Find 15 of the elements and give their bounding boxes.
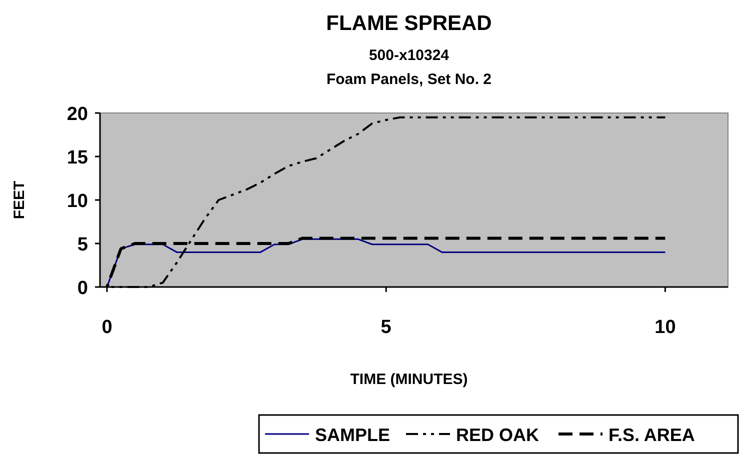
chart-title: FLAME SPREAD bbox=[326, 12, 492, 35]
y-tick-label: 15 bbox=[66, 148, 88, 168]
y-tick-label: 20 bbox=[66, 104, 88, 125]
legend-label: RED OAK bbox=[456, 425, 540, 445]
x-tick-label: 10 bbox=[654, 317, 676, 338]
y-tick-label: 10 bbox=[66, 191, 88, 212]
legend-label: F.S. AREA bbox=[608, 425, 695, 445]
y-tick-label: 5 bbox=[77, 234, 88, 256]
x-axis-title: TIME (MINUTES) bbox=[350, 371, 468, 388]
x-tick-label: 0 bbox=[102, 317, 112, 338]
x-tick-label: 5 bbox=[380, 317, 392, 338]
legend-label: SAMPLE bbox=[315, 425, 390, 445]
chart-subtitle: 500-x10324 Foam Panels, Set No. 2 bbox=[326, 47, 492, 88]
y-axis-title: FEET bbox=[11, 180, 28, 220]
y-tick-label: 0 bbox=[77, 278, 88, 299]
